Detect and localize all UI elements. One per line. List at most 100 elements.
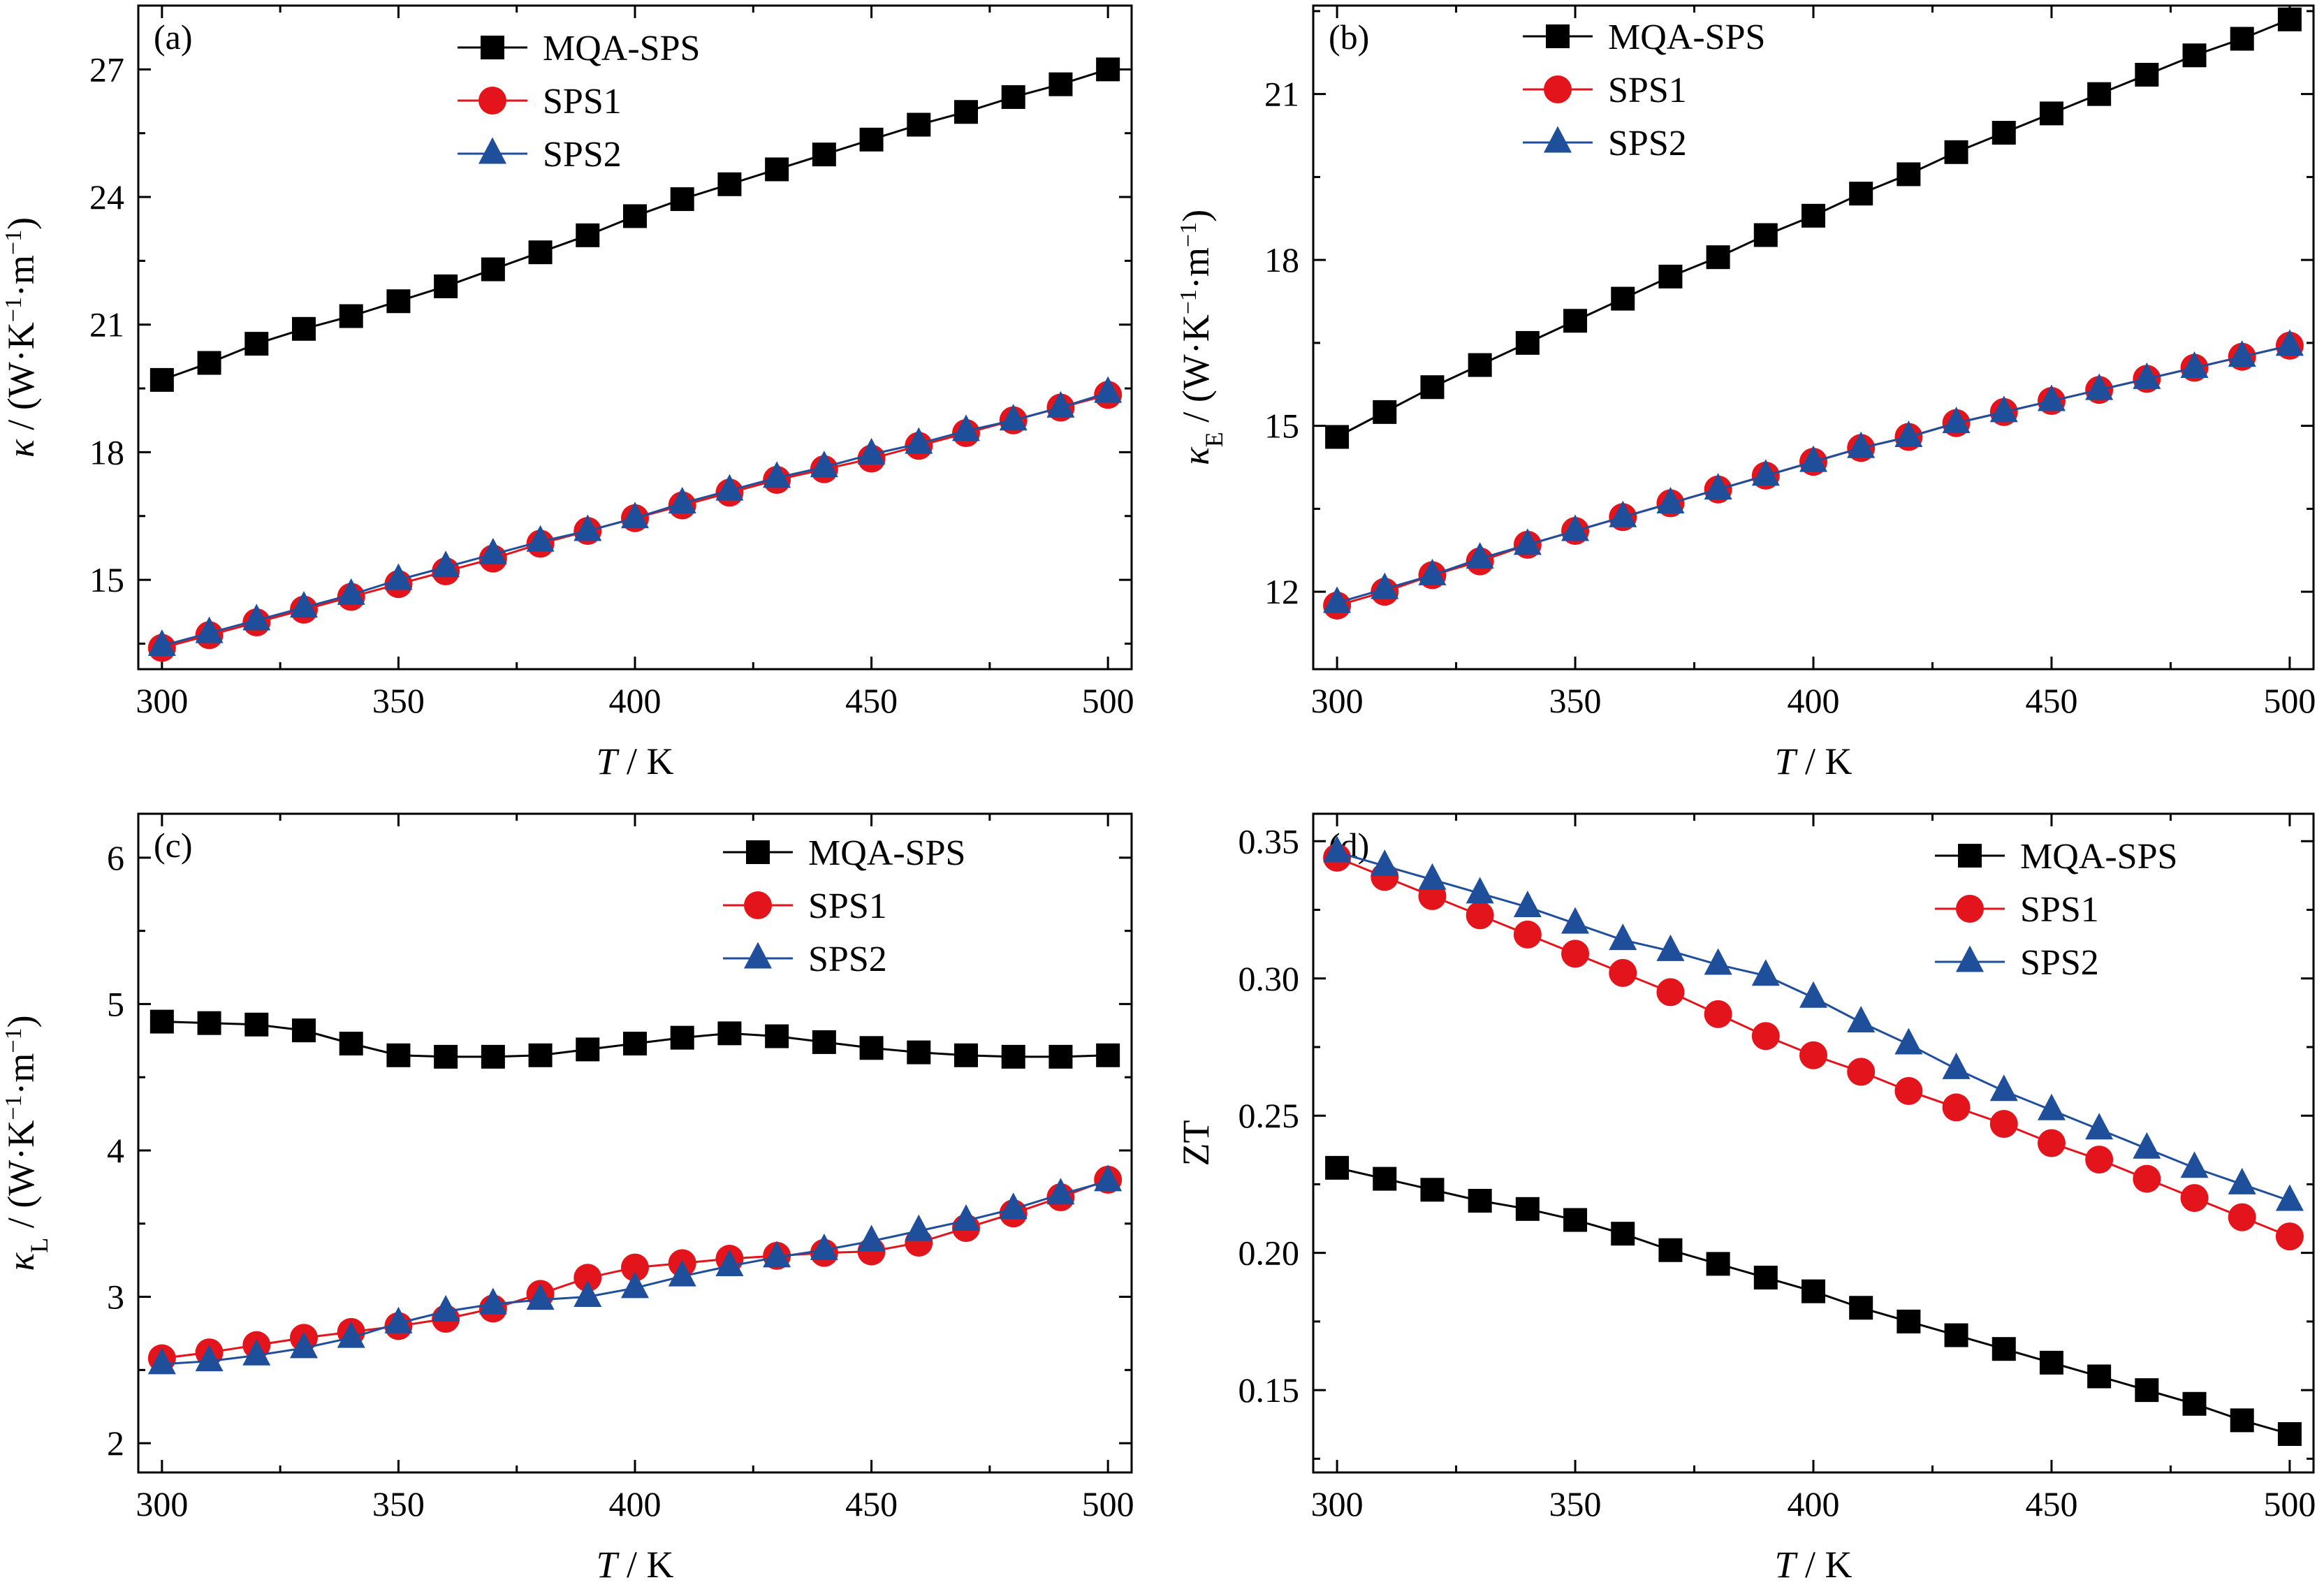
x-axis-label: T / K: [1774, 1544, 1852, 1586]
plot-frame: [1312, 812, 2315, 1474]
data-point: [432, 550, 460, 578]
data-point: [432, 1294, 460, 1322]
x-axis-label: T / K: [596, 1544, 673, 1586]
data-point: [1802, 1279, 1825, 1303]
data-point: [2182, 43, 2207, 68]
y-axis-exponent: −1: [1, 297, 27, 322]
data-point: [763, 1241, 791, 1268]
legend-label: SPS1: [808, 886, 887, 926]
data-point: [1944, 140, 1968, 164]
data-point: [292, 1018, 316, 1043]
data-point: [573, 1280, 602, 1307]
data-point: [1894, 1076, 1923, 1105]
legend-marker: [1958, 844, 1982, 868]
data-point: [1897, 1309, 1921, 1333]
data-point: [812, 142, 836, 167]
data-point: [905, 1214, 933, 1241]
data-point: [478, 1287, 507, 1315]
y-axis-subscript: E: [1200, 432, 1228, 447]
data-point: [621, 502, 649, 529]
data-point: [478, 538, 507, 565]
data-point: [1609, 958, 1637, 987]
data-point: [1513, 528, 1542, 555]
series-mqa-sps: [1325, 1155, 2302, 1446]
legend-marker: [1956, 945, 1984, 972]
data-point: [1799, 1041, 1827, 1069]
data-point: [668, 1259, 696, 1287]
data-point: [2180, 1151, 2209, 1178]
y-axis-label: κL / (W·K−1·m−1): [0, 1015, 53, 1271]
data-point: [621, 1271, 649, 1299]
legend-label: SPS2: [1608, 124, 1687, 163]
y-axis-unit: / (W·K: [1175, 314, 1217, 432]
y-axis-unit-mid: ·m: [1175, 247, 1217, 289]
data-point: [1992, 121, 2016, 145]
y-tick-label: 5: [107, 984, 124, 1023]
data-point: [1561, 907, 1590, 934]
data-point: [1420, 1178, 1445, 1202]
y-axis-label: ZT: [1175, 1120, 1217, 1167]
data-point: [384, 1306, 413, 1333]
data-point: [1325, 425, 1350, 449]
y-axis-unit-close: ): [0, 217, 42, 230]
data-point: [1323, 835, 1352, 863]
data-point: [1561, 939, 1590, 968]
data-point: [195, 1345, 224, 1372]
y-axis-subscript: L: [25, 1238, 53, 1253]
data-point: [1847, 1058, 1876, 1086]
y-tick-label: 0.35: [1238, 821, 1300, 861]
data-point: [576, 1037, 600, 1062]
data-point: [1611, 286, 1635, 311]
data-point: [952, 1204, 980, 1231]
panel-tag: (c): [154, 826, 193, 865]
data-point: [1418, 558, 1447, 585]
data-point: [195, 616, 224, 643]
data-point: [765, 157, 789, 182]
data-point: [1753, 223, 1778, 247]
legend-label: SPS2: [808, 939, 887, 979]
data-point: [670, 187, 694, 212]
data-point: [481, 257, 505, 281]
data-point: [2230, 27, 2254, 51]
data-point: [1894, 1028, 1923, 1055]
data-point: [526, 525, 555, 552]
data-point: [1371, 572, 1399, 599]
data-point: [573, 514, 602, 541]
series-mqa-sps: [1325, 7, 2302, 449]
data-point: [2228, 1167, 2256, 1194]
data-point: [1706, 245, 1730, 270]
data-point: [621, 1253, 649, 1282]
data-point: [1563, 309, 1588, 333]
data-point: [2275, 1222, 2304, 1251]
data-point: [576, 223, 600, 247]
data-point: [905, 427, 933, 454]
data-point: [1658, 1238, 1683, 1262]
data-point: [149, 367, 174, 392]
data-point: [1418, 863, 1447, 890]
data-point: [623, 1032, 647, 1056]
data-point: [1656, 934, 1685, 961]
data-point: [1802, 203, 1825, 228]
data-point: [1001, 1044, 1025, 1069]
y-tick-label: 18: [89, 432, 124, 471]
data-point: [573, 1264, 602, 1292]
data-point: [1944, 1323, 1968, 1347]
data-point: [859, 1036, 884, 1060]
data-point: [1942, 1093, 1971, 1122]
y-axis-label: κE / (W·K−1·m−1): [1175, 210, 1228, 465]
y-tick-label: 24: [89, 177, 124, 217]
series-sps2: [147, 376, 1123, 656]
data-point: [1096, 1043, 1120, 1067]
x-tick-label: 450: [845, 681, 898, 720]
data-point: [2133, 362, 2161, 389]
data-point: [2228, 340, 2256, 367]
y-axis-unit: / (W·K: [0, 322, 42, 439]
data-point: [1046, 1178, 1075, 1205]
plot-frame: [137, 4, 1133, 671]
data-point: [668, 486, 696, 513]
data-point: [1799, 981, 1827, 1008]
data-point: [1656, 978, 1685, 1007]
data-point: [528, 1043, 553, 1067]
data-point: [1658, 264, 1683, 288]
